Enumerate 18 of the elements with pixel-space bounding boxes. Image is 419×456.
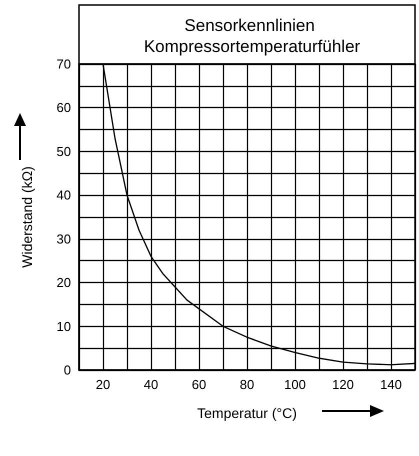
- y-axis-title: Widerstand (kΩ): [19, 166, 35, 268]
- x-tick-label: 120: [332, 377, 354, 392]
- y-tick-label: 70: [56, 56, 71, 72]
- y-tick-label: 20: [56, 275, 71, 290]
- x-axis-title: Temperatur (°C): [197, 405, 297, 421]
- y-tick-label: 40: [56, 188, 71, 203]
- y-tick-label: 0: [64, 362, 71, 378]
- x-tick-label: 100: [284, 377, 306, 392]
- x-tick-label: 60: [192, 377, 206, 392]
- y-tick-label: 50: [56, 144, 71, 159]
- y-tick-label: 60: [56, 100, 71, 116]
- y-tick-label: 30: [56, 231, 71, 246]
- x-tick-label: 80: [240, 377, 254, 392]
- chart-title: Sensorkennlinien Kompressortemperaturfühler: [144, 16, 361, 56]
- x-tick-label: 40: [144, 377, 158, 392]
- y-tick-label: 10: [56, 318, 71, 334]
- x-tick-label: 140: [380, 377, 402, 392]
- x-tick-label: 20: [96, 377, 110, 392]
